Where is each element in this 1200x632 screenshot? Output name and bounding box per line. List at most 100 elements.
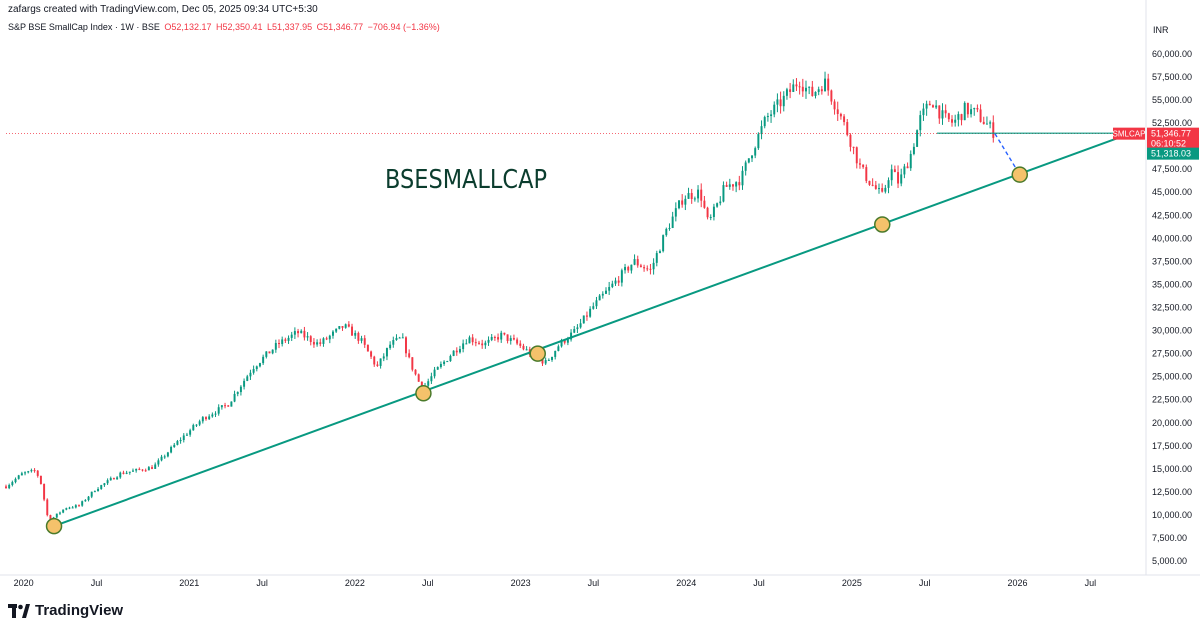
candle-body xyxy=(455,350,458,353)
candle-body xyxy=(951,119,953,123)
candle-body xyxy=(925,103,928,109)
symbol-label[interactable]: S&P BSE SmallCap Index · 1W · BSE xyxy=(8,22,160,32)
candle-body xyxy=(14,478,17,483)
candle-body xyxy=(192,425,195,431)
candle-body xyxy=(855,147,858,164)
candle-body xyxy=(687,193,690,199)
candle-body xyxy=(970,109,973,115)
candle-body xyxy=(233,393,236,402)
candle-body xyxy=(738,182,741,186)
candle-body xyxy=(601,293,604,296)
x-tick-label: 2023 xyxy=(511,578,531,588)
y-tick-label: 42,500.00 xyxy=(1152,210,1192,220)
candle-body xyxy=(519,343,522,346)
currency-label[interactable]: INR xyxy=(1153,25,1169,35)
candle-body xyxy=(185,434,188,436)
symbol-tag-box[interactable] xyxy=(1113,127,1145,140)
candle-body xyxy=(830,90,833,102)
candle-body xyxy=(116,477,119,480)
candle-body xyxy=(728,184,731,187)
candle-body xyxy=(941,110,944,119)
y-tick-label: 27,500.00 xyxy=(1152,349,1192,359)
candle-body xyxy=(373,356,376,365)
candle-body xyxy=(747,158,750,163)
candle-body xyxy=(630,264,633,271)
candle-body xyxy=(801,86,804,92)
candle-body xyxy=(471,337,474,343)
y-tick-label: 15,000.00 xyxy=(1152,464,1192,474)
candle-body xyxy=(357,332,360,341)
candle-body xyxy=(805,87,807,92)
candle-body xyxy=(405,337,407,354)
y-tick-label: 25,000.00 xyxy=(1152,372,1192,382)
x-tick-label: 2024 xyxy=(676,578,696,588)
candle-body xyxy=(500,332,503,340)
candle-body xyxy=(458,349,461,353)
candle-body xyxy=(639,265,642,268)
candle-body xyxy=(662,235,665,252)
candle-body xyxy=(468,337,471,344)
candle-body xyxy=(106,480,109,484)
candle-body xyxy=(135,468,138,471)
x-tick-label: Jul xyxy=(91,578,103,588)
candle-body xyxy=(722,185,725,202)
candle-body xyxy=(303,330,306,338)
touch-point-marker[interactable] xyxy=(415,385,432,402)
y-tick-label: 57,500.00 xyxy=(1152,72,1192,82)
y-tick-label: 40,000.00 xyxy=(1152,233,1192,243)
candle-body xyxy=(478,342,480,344)
candle-body xyxy=(411,357,414,370)
candle-body xyxy=(671,216,674,228)
candle-body xyxy=(389,344,392,349)
candle-body xyxy=(884,187,887,192)
chart-annotation[interactable]: BSESMALLCAP xyxy=(385,165,547,195)
candle-body xyxy=(900,174,903,184)
touch-point-marker[interactable] xyxy=(874,216,891,233)
candle-body xyxy=(874,185,877,189)
candle-body xyxy=(611,283,614,287)
candle-body xyxy=(258,363,261,367)
candle-body xyxy=(36,470,39,476)
level-price-box[interactable] xyxy=(1147,147,1199,160)
candle-body xyxy=(481,343,484,346)
touch-point-marker[interactable] xyxy=(1011,166,1029,183)
candle-body xyxy=(433,369,436,377)
candle-body xyxy=(779,99,782,107)
candle-body xyxy=(541,358,544,364)
y-tick-label: 17,500.00 xyxy=(1152,441,1192,451)
projection-line[interactable] xyxy=(994,133,1021,176)
candle-body xyxy=(262,356,265,364)
candle-body xyxy=(401,337,404,339)
trendline[interactable] xyxy=(53,132,1130,528)
touch-point-marker[interactable] xyxy=(529,345,546,362)
candle-body xyxy=(220,405,223,408)
candle-body xyxy=(452,350,455,356)
candle-body xyxy=(785,89,788,96)
candle-body xyxy=(766,116,769,118)
candle-body xyxy=(420,381,423,389)
touch-point-marker[interactable] xyxy=(45,517,63,535)
candle-body xyxy=(487,339,490,343)
candle-body xyxy=(341,326,344,328)
candle-body xyxy=(8,484,11,489)
candle-body xyxy=(309,336,312,342)
y-tick-label: 20,000.00 xyxy=(1152,418,1192,428)
candle-body xyxy=(624,267,627,271)
candle-body xyxy=(560,339,563,347)
candle-body xyxy=(573,329,576,333)
candle-body xyxy=(903,166,906,175)
x-tick-label: 2020 xyxy=(14,578,34,588)
last-price-box[interactable] xyxy=(1147,127,1199,150)
candle-body xyxy=(173,444,176,448)
candle-body xyxy=(224,405,227,407)
candle-body xyxy=(211,414,214,417)
candle-body xyxy=(366,344,369,352)
candle-body xyxy=(484,342,487,346)
price-chart[interactable]: 5,000.00 7,500.00 10,000.00 12,500.00 15,000… xyxy=(0,0,1200,600)
candle-body xyxy=(293,331,296,335)
candle-body xyxy=(690,193,693,199)
candle-body xyxy=(81,501,84,506)
candle-body xyxy=(443,361,446,364)
candle-body xyxy=(878,188,880,190)
candle-body xyxy=(754,148,757,156)
